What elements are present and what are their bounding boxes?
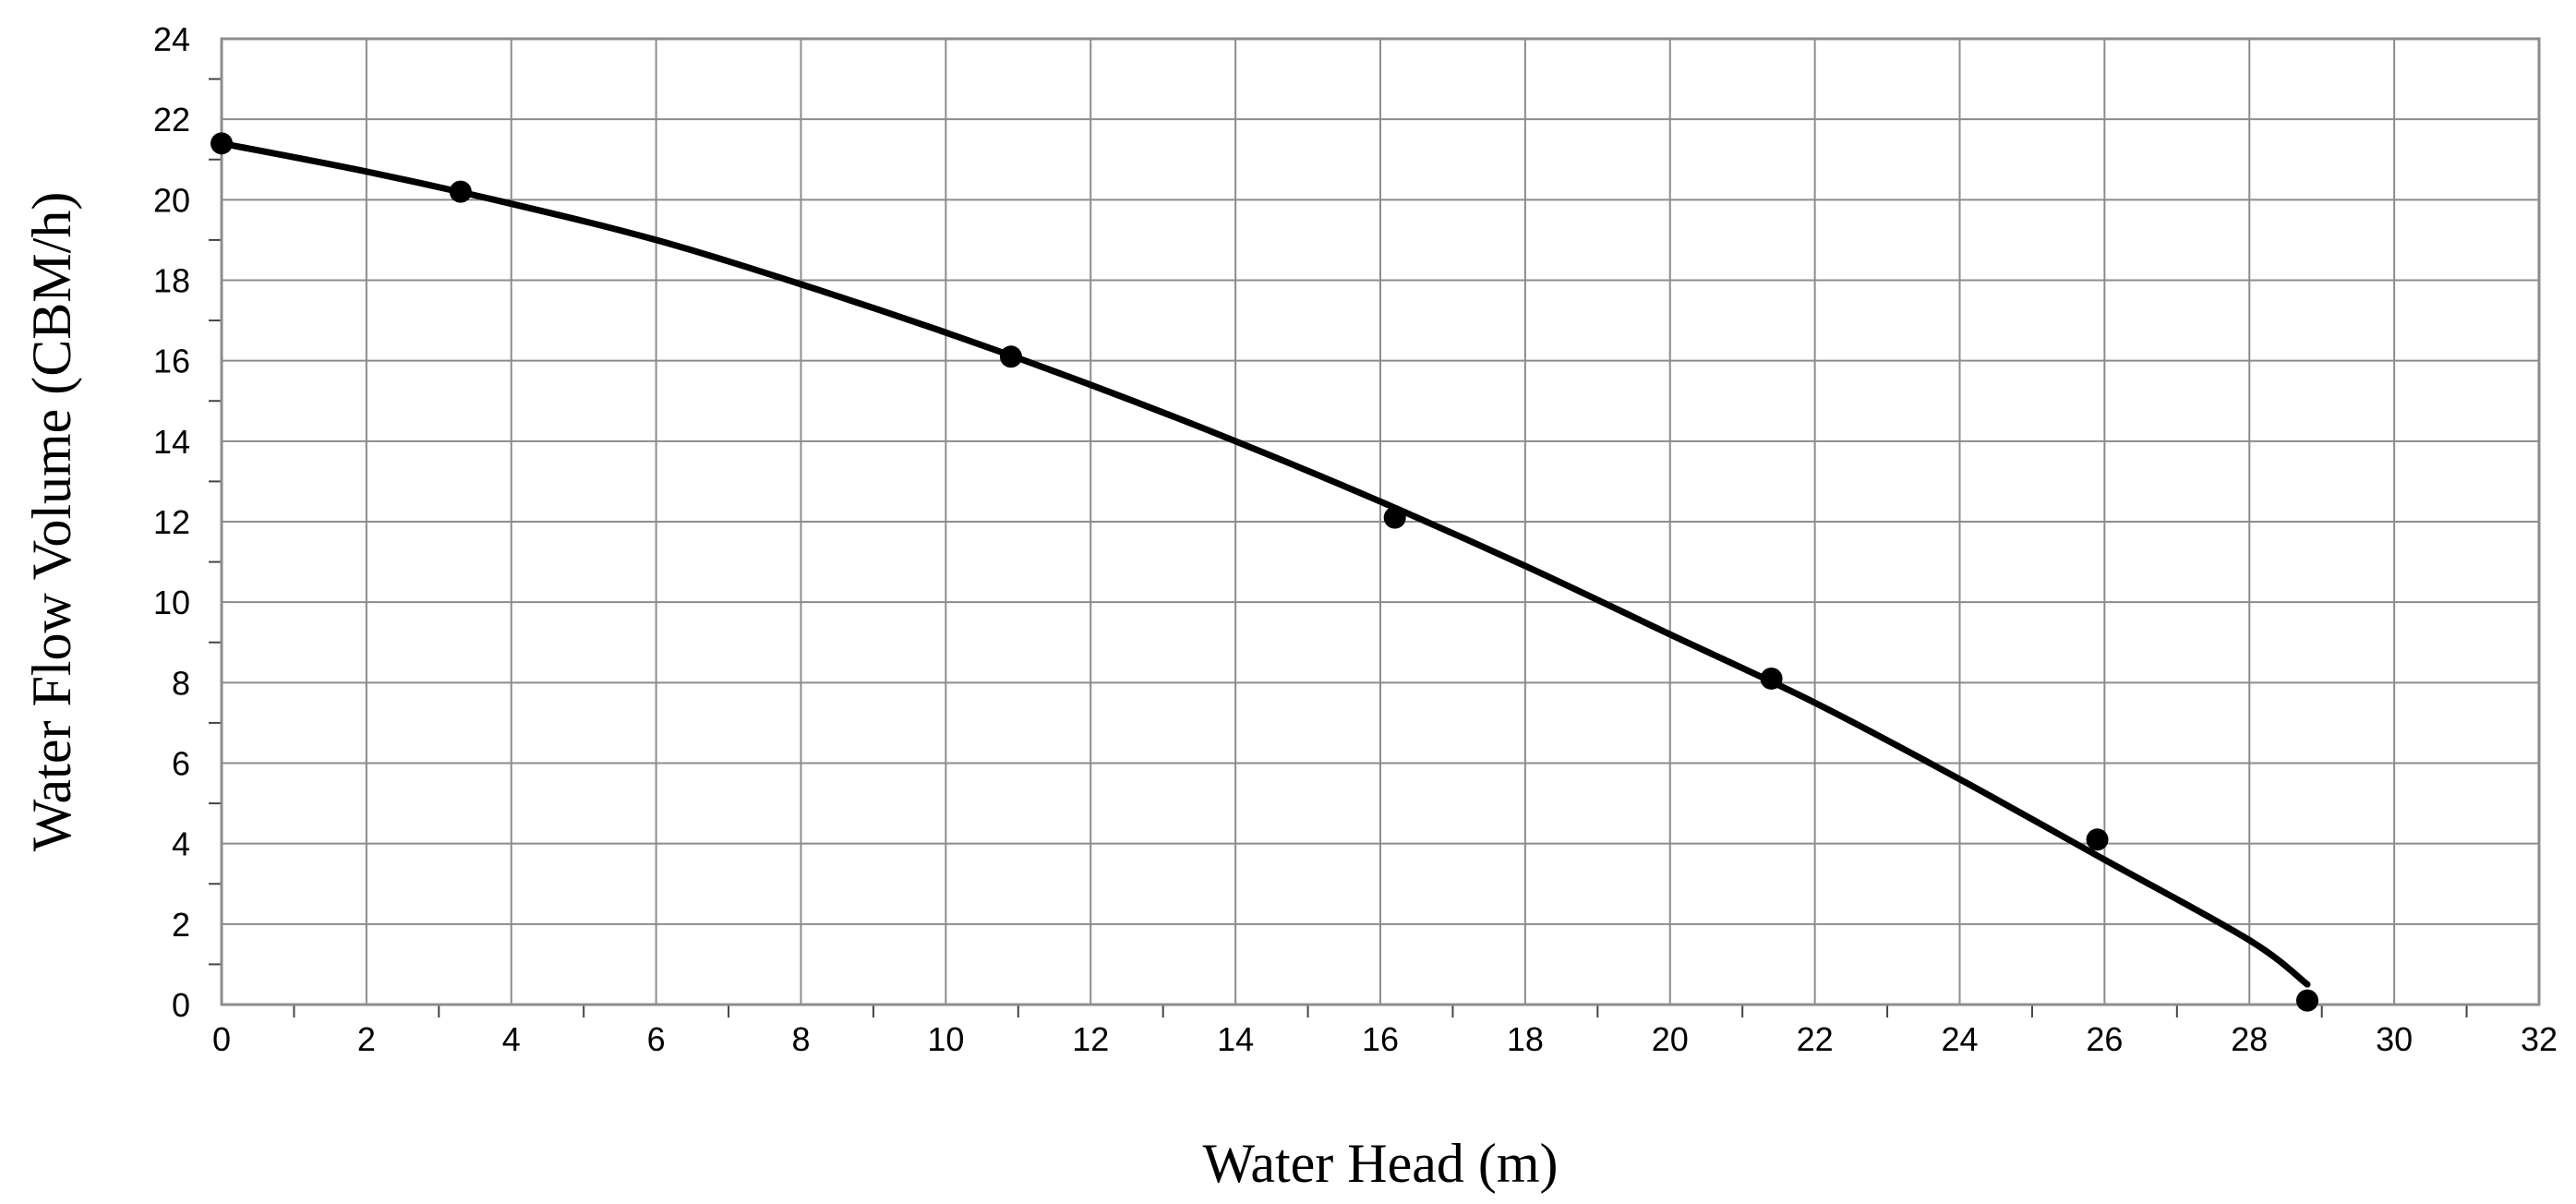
x-tick-labels: 0 2 4 6 8 10 12 14 16 18 20 22 24 26 28 30 32 [212, 1020, 2558, 1058]
y-tick-label: 8 [172, 664, 190, 702]
x-tick-label: 2 [357, 1020, 376, 1058]
x-tick-label: 16 [1362, 1020, 1399, 1058]
x-tick-label: 30 [2376, 1020, 2413, 1058]
x-tick-label: 10 [927, 1020, 964, 1058]
data-point [211, 132, 233, 155]
y-tick-label: 20 [153, 181, 190, 219]
y-tick-label: 4 [172, 825, 190, 863]
fit-curve [218, 139, 2311, 988]
x-tick-label: 28 [2231, 1020, 2268, 1058]
x-tick-label: 22 [1797, 1020, 1834, 1058]
data-point [999, 345, 1022, 368]
data-point [449, 180, 472, 203]
x-tick-label: 12 [1072, 1020, 1109, 1058]
y-tick-label: 6 [172, 745, 190, 783]
data-point [2086, 828, 2109, 851]
x-axis-title: Water Head (m) [1203, 1133, 1559, 1194]
y-tick-label: 14 [153, 423, 190, 461]
x-tick-label: 4 [502, 1020, 521, 1058]
y-tick-label: 10 [153, 584, 190, 621]
x-tick-label: 24 [1941, 1020, 1978, 1058]
data-point [1760, 667, 1783, 690]
y-tick-label: 2 [172, 906, 190, 944]
data-point [2296, 989, 2318, 1012]
y-tick-label: 16 [153, 343, 190, 380]
x-tick-label: 26 [2086, 1020, 2123, 1058]
x-tick-label: 14 [1217, 1020, 1254, 1058]
x-tick-label: 32 [2521, 1020, 2558, 1058]
x-tick-label: 8 [791, 1020, 810, 1058]
y-tick-label: 0 [172, 986, 190, 1024]
y-tick-label: 18 [153, 262, 190, 300]
x-tick-label: 6 [647, 1020, 666, 1058]
plot-frame [220, 37, 2541, 1006]
x-tick-label: 20 [1652, 1020, 1689, 1058]
y-tick-label: 22 [153, 101, 190, 138]
x-tick-label: 0 [212, 1020, 231, 1058]
minor-ticks [209, 78, 2468, 1017]
y-axis-title: Water Flow Volume (CBM/h) [21, 192, 82, 852]
grid [221, 38, 2540, 1005]
x-tick-label: 18 [1507, 1020, 1544, 1058]
y-tick-label: 24 [153, 20, 190, 58]
series-layer [211, 132, 2318, 1012]
y-tick-label: 12 [153, 503, 190, 541]
data-point [1383, 506, 1406, 529]
